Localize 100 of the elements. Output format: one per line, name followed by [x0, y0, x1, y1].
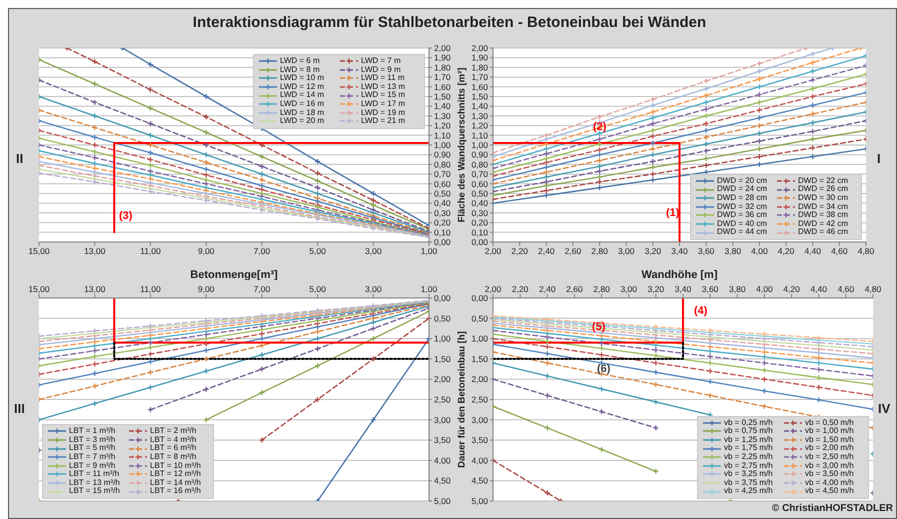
- annotation: (6): [597, 363, 610, 375]
- legend-label: LBT = 14 m³/h: [150, 478, 201, 487]
- x-tick-label: 3,00: [618, 246, 635, 256]
- legend-label: LWD = 21 m: [361, 116, 406, 126]
- y-tick-label: 0,00: [434, 293, 451, 304]
- y-tick-label: 1,40: [434, 101, 451, 112]
- text: IV: [878, 401, 890, 416]
- y-tick-label: 1,70: [471, 72, 488, 82]
- x-tick-label: 4,60: [831, 246, 848, 256]
- x-tick-label: 3,20: [648, 284, 664, 294]
- y-tick-label: 1,00: [471, 334, 488, 344]
- text: © ChristianHOFSTADLER: [772, 503, 893, 514]
- y-tick-label: 0,90: [434, 150, 451, 160]
- x-tick-label: 4,20: [783, 284, 800, 294]
- legend-label: vb = 3,50 m/h: [805, 469, 854, 479]
- legend-label: vb = 1,50 m/h: [805, 434, 854, 444]
- x-tick-label: 3,60: [698, 246, 715, 256]
- x-tick-label: 5,00: [309, 284, 326, 294]
- legend-label: LBT = 7 m³/h: [69, 452, 116, 462]
- legend-label: vb = 4,00 m/h: [805, 478, 854, 487]
- x-tick-label: 3,60: [702, 284, 719, 294]
- y-tick-label: 2,50: [434, 394, 451, 405]
- x-tick-label: 4,40: [810, 284, 828, 294]
- x-tick-label: 3,00: [365, 246, 382, 256]
- legend-label: DWD = 34 cm: [798, 202, 848, 211]
- legend-label: LBT = 1 m³/h: [69, 426, 116, 436]
- chart-title: Interaktionsdiagramm für Stahlbetonarbeiten - Betoneinbau bei Wänden: [192, 14, 708, 31]
- x-tick-label: 2,40: [538, 246, 555, 256]
- y-tick-label: 0,10: [471, 227, 488, 238]
- x-tick-label: 4,60: [838, 284, 854, 294]
- x-tick-label: 2,40: [539, 284, 556, 294]
- legend-label: DWD = 44 cm: [717, 227, 768, 237]
- y-tick-label: 0,70: [434, 169, 451, 180]
- legend-label: vb = 1,75 m/h: [724, 443, 773, 453]
- y-tick-label: 3,50: [434, 435, 451, 446]
- y-tick-label: 4,00: [471, 455, 488, 466]
- y-tick-label: 2,50: [471, 394, 488, 405]
- x-tick-label: 4,20: [778, 246, 795, 256]
- x-tick-label: 7,00: [254, 246, 270, 256]
- annotation: (3): [119, 210, 132, 222]
- legend-label: LBT = 10 m³/h: [150, 460, 201, 470]
- y-tick-label: 0,80: [434, 159, 451, 170]
- x-tick-label: 4,00: [751, 246, 768, 256]
- y-tick-label: 0,10: [434, 227, 451, 238]
- y-tick-label: 1,60: [471, 82, 488, 92]
- x-tick-label: 2,00: [484, 284, 502, 294]
- annotation: (1): [666, 207, 680, 219]
- legend-label: DWD = 42 cm: [798, 218, 848, 228]
- x-tick-label: 11,00: [140, 246, 162, 256]
- legend-label: LBT = 11 m³/h: [69, 469, 120, 479]
- x-tick-label: 5,00: [309, 246, 326, 256]
- x-tick-label: 4,80: [858, 246, 875, 256]
- legend-label: vb = 4,50 m/h: [805, 486, 854, 496]
- x-tick-label: 2,60: [566, 284, 583, 294]
- y-tick-label: 1,10: [471, 130, 488, 140]
- legend-label: LBT = 12 m³/h: [150, 469, 201, 479]
- y-tick-label: 4,00: [434, 455, 451, 466]
- x-tick-label: 1,00: [420, 246, 438, 256]
- y-tick-label: 0,50: [434, 188, 451, 199]
- y-tick-label: 1,90: [434, 52, 451, 63]
- y-axis-title: Fläche des Wandquerschnitts [m²]: [456, 68, 468, 222]
- y-tick-label: 1,30: [471, 110, 488, 121]
- x-tick-label: 15,00: [28, 246, 50, 256]
- y-tick-label: 0,20: [471, 218, 488, 228]
- legend-label: LWD = 6 m: [280, 56, 320, 66]
- annotation: (5): [592, 321, 606, 333]
- x-tick-label: 3,80: [724, 246, 742, 256]
- y-tick-label: 1,50: [434, 92, 451, 102]
- y-tick-label: 1,20: [471, 120, 488, 131]
- y-tick-label: 1,10: [434, 130, 451, 140]
- y-tick-label: 0,80: [471, 159, 488, 170]
- y-tick-label: 5,00: [471, 496, 488, 506]
- x-tick-label: 3,00: [365, 284, 382, 294]
- legend-label: LWD = 15 m: [361, 90, 406, 100]
- legend-label: DWD = 38 cm: [798, 210, 848, 220]
- y-tick-label: 1,00: [434, 140, 451, 150]
- legend-label: vb = 2,50 m/h: [805, 452, 854, 462]
- y-tick-label: 0,50: [434, 313, 451, 324]
- y-tick-label: 5,00: [434, 496, 451, 506]
- legend-label: vb = 0,25 m/h: [724, 418, 773, 427]
- x-tick-label: 2,00: [484, 246, 502, 256]
- x-tick-label: 9,00: [198, 246, 215, 256]
- legend-label: vb = 3,25 m/h: [724, 469, 773, 479]
- legend-label: vb = 2,25 m/h: [724, 452, 773, 462]
- y-tick-label: 1,70: [434, 72, 451, 82]
- legend-label: LBT = 8 m³/h: [150, 452, 196, 462]
- x-tick-label: 2,20: [511, 246, 528, 256]
- x-tick-label: 3,20: [644, 246, 662, 256]
- x-tick-label: 4,00: [756, 284, 773, 294]
- legend-label: vb = 1,00 m/h: [805, 426, 854, 436]
- text: II: [16, 151, 24, 166]
- legend-label: LWD = 16 m: [280, 98, 324, 109]
- y-tick-label: 1,00: [434, 334, 451, 344]
- x-axis-title: Betonmenge[m³]: [190, 269, 278, 281]
- legend-label: DWD = 46 cm: [798, 227, 848, 237]
- legend-label: DWD = 40 cm: [717, 218, 768, 228]
- y-tick-label: 1,20: [434, 120, 451, 131]
- legend-label: LBT = 13 m³/h: [69, 478, 120, 487]
- legend-label: LBT = 4 m³/h: [150, 434, 196, 444]
- y-tick-label: 0,30: [434, 208, 451, 218]
